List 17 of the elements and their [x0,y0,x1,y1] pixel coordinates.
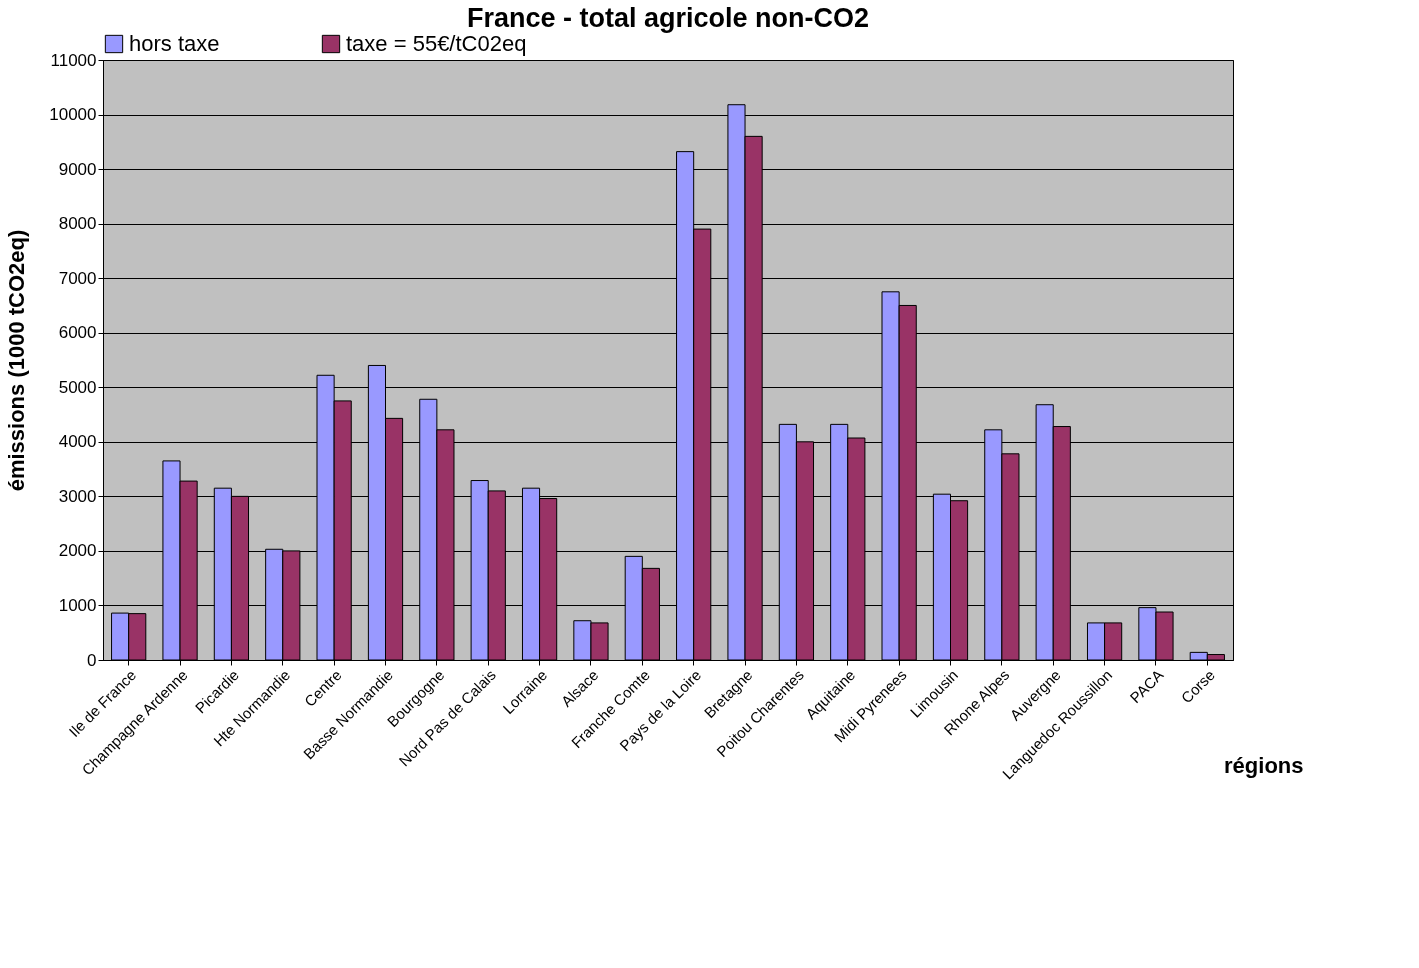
y-tick-label: 11000 [50,50,97,70]
y-tick-label: 8000 [58,214,97,234]
y-tick-label: 6000 [58,323,97,343]
legend-label: hors taxe [129,31,220,56]
y-tick-label: 7000 [58,268,97,288]
y-tick-label: 3000 [58,486,97,506]
chart-title: France - total agricole non-CO2 [466,3,870,33]
y-tick-label: 1000 [58,595,97,615]
y-tick-label: 4000 [58,432,97,452]
y-tick-label: 10000 [49,105,97,125]
y-tick-label: 5000 [58,377,97,397]
x-axis-title: régions [1224,752,1304,778]
y-tick-label: 0 [87,650,97,670]
y-tick-label: 2000 [58,541,97,561]
legend-label: taxe = 55€/tC02eq [346,31,527,56]
y-tick-label: 9000 [58,159,97,179]
y-axis-title: émissions (1000 tCO2eq) [4,229,30,492]
